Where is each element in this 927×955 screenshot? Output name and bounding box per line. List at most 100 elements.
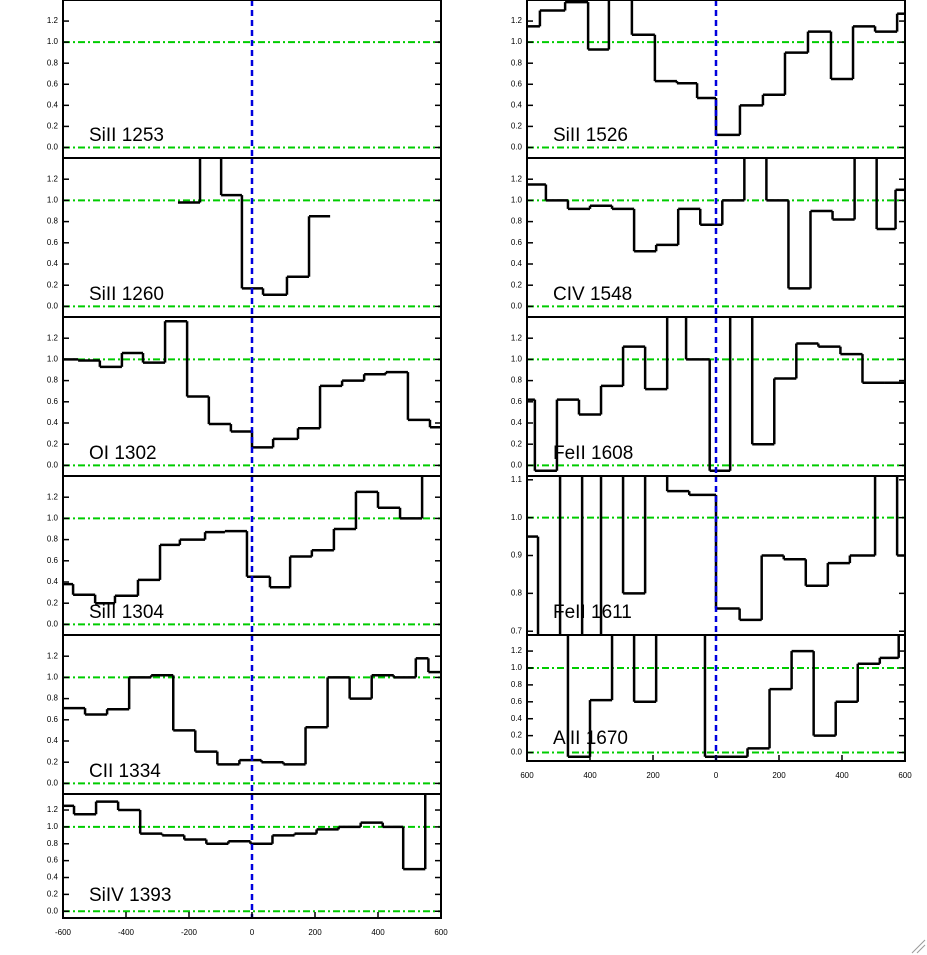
y-tick-label: 0.6 (47, 238, 59, 247)
y-tick-label: 0.4 (47, 873, 59, 882)
line-label: SiII 1260 (89, 284, 164, 305)
y-tick-label: 1.2 (47, 805, 59, 814)
panel: 0.0 0.2 0.4 0.6 0.8 1.0 1.2 FeII 1608 (511, 316, 906, 477)
y-tick-label: 0.8 (511, 58, 523, 67)
y-tick-label: 0.2 (47, 122, 59, 131)
y-tick-label: 0.0 (47, 143, 59, 152)
x-tick-label: 0 (714, 771, 719, 780)
y-tick-label: 0.2 (511, 439, 523, 448)
y-tick-label: 0.4 (47, 418, 59, 427)
panel: 0.0 0.2 0.4 0.6 0.8 1.0 1.2 CIV 1548 (511, 157, 906, 318)
y-tick-label: 0.2 (511, 731, 523, 740)
y-tick-label: 1.0 (47, 673, 59, 682)
y-tick-label: 0.8 (47, 376, 59, 385)
panel: 0.0 0.2 0.4 0.6 0.8 1.0 1.2 600 400 200 0 200 400 600… (511, 634, 912, 780)
x-tick-label: 0 (250, 928, 255, 937)
y-tick-label: 0.0 (47, 302, 59, 311)
x-tick-label: 400 (371, 928, 385, 937)
y-tick-label: 0.4 (511, 100, 523, 109)
line-label: FeII 1608 (553, 443, 633, 464)
y-tick-label: 0.6 (47, 556, 59, 565)
y-tick-label: 0.6 (511, 397, 523, 406)
y-tick-label: 0.0 (511, 143, 523, 152)
x-tick-label: -400 (118, 928, 135, 937)
panel: 0.0 0.2 0.4 0.6 0.8 1.0 1.2 SiII 1304 (47, 475, 442, 636)
y-tick-label: 0.8 (47, 535, 59, 544)
y-tick-label: 1.2 (511, 16, 523, 25)
y-tick-label: 0.2 (47, 598, 59, 607)
resize-grip (911, 939, 926, 954)
y-tick-label: 0.8 (511, 680, 523, 689)
y-tick-label: 1.0 (511, 355, 523, 364)
y-tick-label: 0.6 (47, 397, 59, 406)
x-tick-label: 600 (520, 771, 534, 780)
y-tick-label: 0.0 (511, 302, 523, 311)
y-tick-label: 0.2 (511, 122, 523, 131)
y-tick-label: 0.6 (47, 715, 59, 724)
x-tick-label: 200 (646, 771, 660, 780)
y-tick-label: 0.2 (47, 889, 59, 898)
y-tick-label: 0.0 (47, 461, 59, 470)
step-line (63, 794, 427, 871)
y-tick-label: 1.2 (511, 646, 523, 655)
y-tick-label: 0.4 (511, 418, 523, 427)
y-tick-label: 1.0 (511, 196, 523, 205)
y-tick-label: 0.0 (511, 461, 523, 470)
y-tick-label: 1.0 (47, 822, 59, 831)
panel: 0.7 0.8 0.9 1.0 1.1 FeII 1611 (511, 475, 906, 636)
panel: 0.0 0.2 0.4 0.6 0.8 1.0 1.2 OI 1302 (47, 316, 442, 477)
y-tick-label: 1.0 (47, 514, 59, 523)
y-tick-label: 0.4 (47, 100, 59, 109)
y-tick-label: 0.2 (511, 280, 523, 289)
y-tick-label: 1.2 (511, 174, 523, 183)
step-line (177, 158, 331, 296)
step-line (63, 319, 441, 449)
y-tick-label: 1.0 (47, 196, 59, 205)
step-line (527, 317, 905, 472)
y-tick-label: 0.8 (511, 588, 523, 597)
panel: 0.0 0.2 0.4 0.6 0.8 1.0 1.2 CII 1334 (47, 634, 442, 795)
y-tick-label: 0.8 (511, 217, 523, 226)
step-line (63, 476, 424, 605)
y-tick-label: 1.0 (47, 355, 59, 364)
x-tick-label: -200 (181, 928, 198, 937)
y-tick-label: 1.2 (47, 333, 59, 342)
y-tick-label: 0.9 (511, 551, 523, 560)
y-tick-label: 1.0 (511, 663, 523, 672)
y-tick-label: 0.6 (47, 79, 59, 88)
line-label: SiII 1526 (553, 125, 628, 146)
step-line (566, 635, 905, 759)
x-tick-label: -600 (55, 928, 72, 937)
y-tick-label: 0.8 (47, 694, 59, 703)
y-tick-label: 1.2 (511, 333, 523, 342)
y-tick-label: 0.4 (511, 714, 523, 723)
y-tick-label: 0.0 (47, 906, 59, 915)
y-tick-label: 0.8 (511, 376, 523, 385)
x-tick-label: 600 (434, 928, 448, 937)
y-tick-label: 0.0 (511, 748, 523, 757)
panel: 0.0 0.2 0.4 0.6 0.8 1.0 1.2 SiII 1253 (47, 0, 442, 159)
y-tick-label: 0.6 (511, 238, 523, 247)
x-tick-label: 200 (772, 771, 786, 780)
line-label: OI 1302 (89, 443, 157, 464)
line-label: SiII 1304 (89, 602, 164, 623)
y-tick-label: 1.0 (47, 37, 59, 46)
line-label: CIV 1548 (553, 284, 632, 305)
x-tick-label: 600 (898, 771, 912, 780)
x-tick-label: 400 (835, 771, 849, 780)
panel: 0.0 0.2 0.4 0.6 0.8 1.0 1.2 SiII 1260 (47, 157, 442, 318)
y-tick-label: 0.4 (511, 259, 523, 268)
x-tick-label: 200 (308, 928, 322, 937)
y-tick-label: 0.6 (47, 856, 59, 865)
y-tick-label: 0.6 (511, 697, 523, 706)
line-label: AlII 1670 (553, 728, 628, 749)
y-tick-label: 0.4 (47, 577, 59, 586)
y-tick-label: 1.0 (511, 513, 523, 522)
x-tick-label: 400 (583, 771, 597, 780)
y-tick-label: 1.1 (511, 475, 523, 484)
y-tick-label: 1.0 (511, 37, 523, 46)
y-tick-label: 0.7 (511, 626, 523, 635)
y-tick-label: 0.8 (47, 217, 59, 226)
